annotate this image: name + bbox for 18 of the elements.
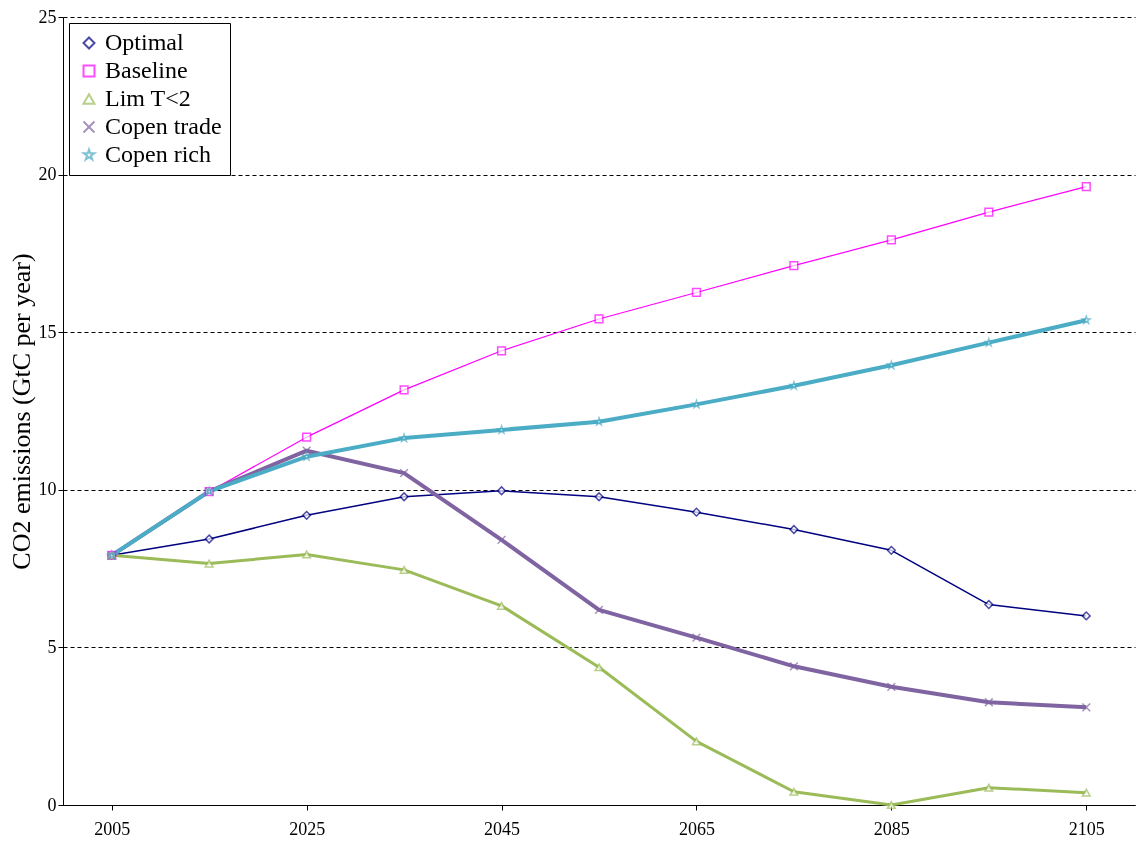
x-tick-label: 2005 — [94, 818, 131, 839]
x-tick-label: 2065 — [678, 818, 715, 839]
legend-label: Optimal — [105, 29, 184, 55]
legend-label: Baseline — [105, 57, 188, 83]
x-tick-label: 2105 — [1068, 818, 1105, 839]
y-tick-label: 10 — [38, 479, 57, 500]
x-tick-label: 2025 — [289, 818, 326, 839]
x-tick-label: 2085 — [873, 818, 910, 839]
legend-label: Copen trade — [105, 113, 222, 139]
y-tick-label: 25 — [38, 6, 57, 27]
legend-label: Lim T<2 — [105, 85, 191, 111]
x-tick-label: 2045 — [484, 818, 521, 839]
y-axis-title: CO2 emissions (GtC per year) — [6, 253, 36, 570]
y-tick-label: 5 — [47, 636, 57, 657]
legend-label: Copen rich — [105, 141, 211, 167]
y-tick-label: 0 — [47, 794, 57, 815]
y-tick-label: 20 — [38, 164, 57, 185]
y-tick-label: 15 — [38, 321, 57, 342]
